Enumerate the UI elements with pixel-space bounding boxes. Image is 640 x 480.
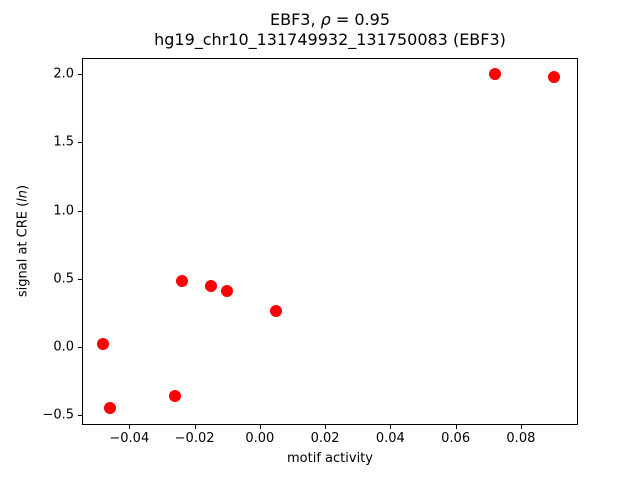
plot-area xyxy=(82,58,578,425)
data-point xyxy=(103,402,116,415)
x-tick-label: −0.04 xyxy=(109,431,150,446)
y-tick-label: 0.5 xyxy=(53,271,74,287)
chart-title-line1: EBF3, ρ = 0.95 xyxy=(154,10,506,30)
data-point xyxy=(547,70,560,83)
chart-title-line2: hg19_chr10_131749932_131750083 (EBF3) xyxy=(154,30,506,49)
chart-title: EBF3, ρ = 0.95 hg19_chr10_131749932_1317… xyxy=(154,10,506,50)
x-tick xyxy=(259,425,261,429)
data-point xyxy=(270,305,283,318)
x-tick-label: 0.00 xyxy=(245,431,275,446)
x-tick-label: 0.04 xyxy=(375,431,405,446)
data-point xyxy=(169,390,181,403)
data-point xyxy=(204,279,217,292)
x-tick xyxy=(390,425,392,429)
y-tick-label: 1.0 xyxy=(53,203,74,219)
y-tick xyxy=(78,74,82,76)
x-tick xyxy=(520,425,522,429)
x-tick-label: −0.02 xyxy=(174,431,215,446)
x-tick xyxy=(455,425,457,429)
data-point xyxy=(97,338,110,351)
y-tick xyxy=(78,278,82,280)
y-tick xyxy=(78,142,82,144)
y-label-prefix: signal at CRE ( xyxy=(15,201,31,298)
y-tick xyxy=(78,346,82,348)
data-point xyxy=(175,275,188,288)
y-tick-label: 0.0 xyxy=(53,339,74,355)
y-tick xyxy=(78,210,82,212)
y-axis-label: signal at CRE (ln) xyxy=(16,185,31,297)
data-point xyxy=(221,285,234,298)
x-tick xyxy=(194,425,196,429)
y-tick-label: 2.0 xyxy=(53,66,74,82)
x-tick xyxy=(325,425,327,429)
title-rho-value: = 0.95 xyxy=(330,10,390,29)
title-gene: EBF3, xyxy=(270,10,321,29)
x-tick-label: 0.02 xyxy=(310,431,340,446)
data-point xyxy=(488,68,501,81)
x-tick-label: 0.08 xyxy=(506,431,536,446)
y-label-suffix: ) xyxy=(15,184,31,190)
y-tick xyxy=(78,415,82,417)
x-tick-label: 0.06 xyxy=(441,431,471,446)
y-tick-label: 1.5 xyxy=(53,134,74,150)
y-tick-label: −0.5 xyxy=(42,407,74,423)
y-label-ln: ln xyxy=(15,189,31,202)
x-tick xyxy=(129,425,131,429)
x-axis-label: motif activity xyxy=(287,451,373,466)
rho-symbol: ρ xyxy=(320,10,331,29)
